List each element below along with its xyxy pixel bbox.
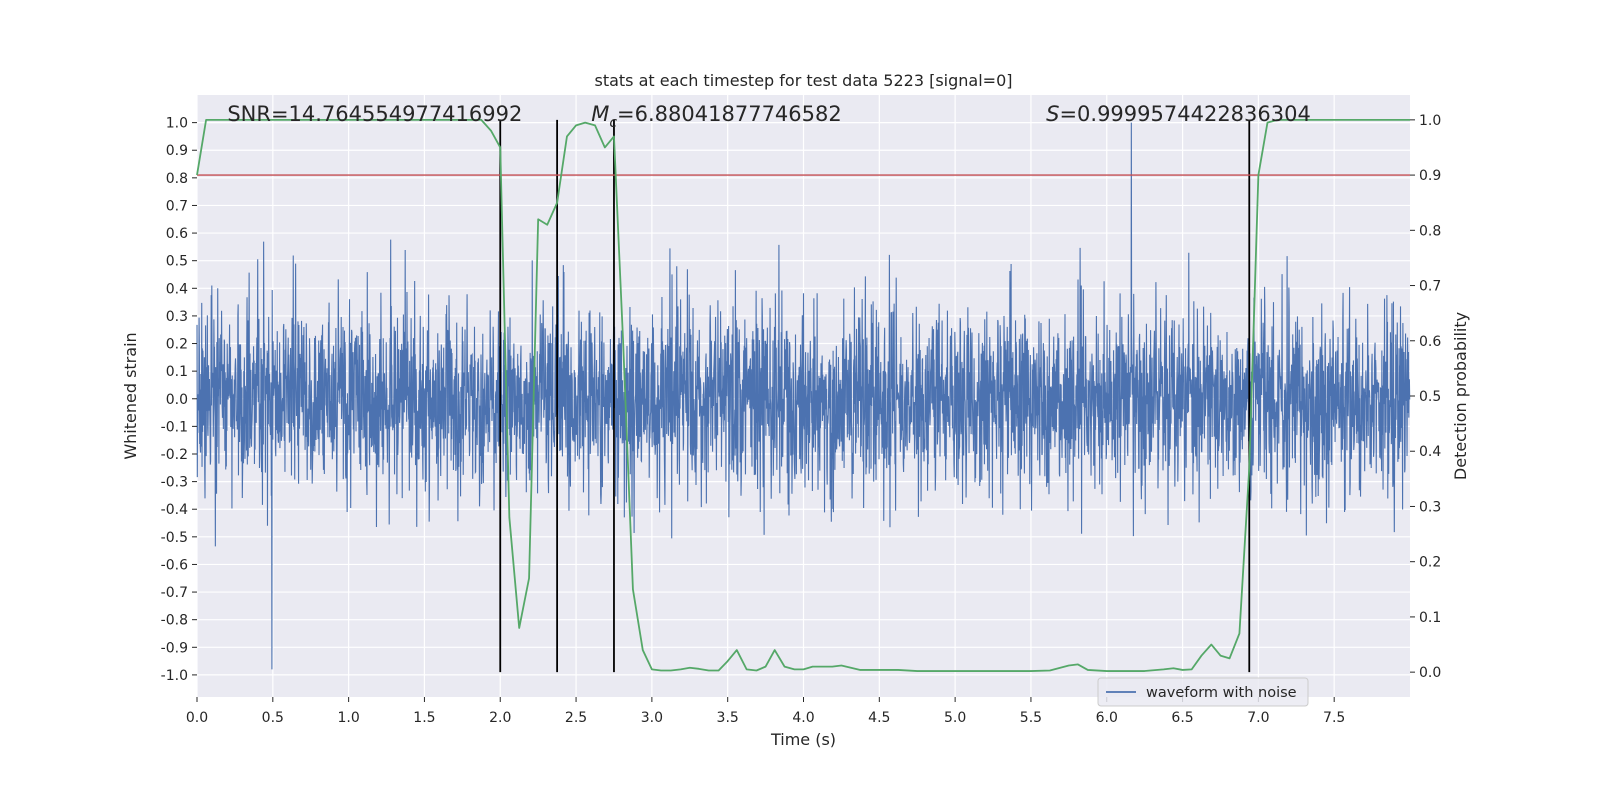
left-tick-label: -1.0 <box>161 668 188 684</box>
chirp-mass-annotation: Mc=6.88041877746582 <box>591 102 842 131</box>
right-tick-label: 0.9 <box>1419 168 1441 184</box>
left-axis-ticks: -1.0 -0.9 -0.8 -0.7 -0.6 -0.5 -0.4 -0.3 -0.2 -0.1… <box>161 116 197 684</box>
left-tick-label: -0.9 <box>161 640 188 656</box>
right-y-axis-label: Detection probability <box>1451 312 1470 480</box>
waveform-series <box>196 122 1411 670</box>
x-tick-label: 1.0 <box>337 710 359 726</box>
legend: waveform with noise <box>1097 677 1309 707</box>
score-annotation: S=0.9999574422836304 <box>1046 102 1311 126</box>
legend-label-waveform: waveform with noise <box>1146 685 1297 701</box>
chart-title: stats at each timestep for test data 522… <box>594 71 1012 90</box>
right-tick-label: 0.2 <box>1419 555 1441 571</box>
x-tick-label: 4.5 <box>868 710 890 726</box>
right-tick-label: 0.8 <box>1419 223 1441 239</box>
left-y-axis-label: Whitened strain <box>121 332 140 459</box>
left-tick-label: -0.4 <box>161 502 188 518</box>
left-tick-label: 1.0 <box>166 116 188 132</box>
x-axis-ticks: 0.0 0.5 1.0 1.5 2.0 2.5 3.0 3.5 4.0 4.5 5.0 5.5 6.0 6… <box>186 697 1345 726</box>
left-tick-label: -0.1 <box>161 419 188 435</box>
right-tick-label: 1.0 <box>1419 113 1441 129</box>
left-tick-label: 0.9 <box>166 143 188 159</box>
left-tick-label: 0.3 <box>166 309 188 325</box>
left-tick-label: 0.2 <box>166 337 188 353</box>
left-tick-label: -0.6 <box>161 557 188 573</box>
left-tick-label: -0.8 <box>161 613 188 629</box>
probability-line <box>196 118 1410 672</box>
x-tick-label: 4.0 <box>792 710 814 726</box>
left-tick-label: 0.1 <box>166 364 188 380</box>
left-tick-label: 0.4 <box>166 281 188 297</box>
x-tick-label: 6.5 <box>1171 710 1193 726</box>
right-tick-label: 0.5 <box>1419 389 1441 405</box>
x-tick-label: 7.5 <box>1323 710 1345 726</box>
right-tick-label: 0.4 <box>1419 444 1441 460</box>
x-tick-label: 2.5 <box>565 710 587 726</box>
left-tick-label: -0.2 <box>161 447 188 463</box>
x-tick-label: 3.5 <box>717 710 739 726</box>
left-tick-label: -0.5 <box>161 530 188 546</box>
left-tick-label: 0.5 <box>166 254 188 270</box>
legend-box <box>1097 677 1309 707</box>
x-tick-label: 6.0 <box>1096 710 1118 726</box>
x-tick-label: 1.5 <box>413 710 435 726</box>
x-tick-label: 2.0 <box>489 710 511 726</box>
right-tick-label: 0.0 <box>1419 665 1441 681</box>
x-tick-label: 5.5 <box>1020 710 1042 726</box>
probability-series <box>196 118 1410 672</box>
right-tick-label: 0.7 <box>1419 279 1441 295</box>
left-tick-label: 0.0 <box>166 392 188 408</box>
right-axis-ticks: 0.0 0.1 0.2 0.3 0.4 0.5 0.6 0.7 0.8 0.9 1.0 <box>1410 113 1441 681</box>
x-tick-label: 7.0 <box>1247 710 1269 726</box>
left-tick-label: 0.6 <box>166 226 188 242</box>
left-tick-label: 0.7 <box>166 198 188 214</box>
left-tick-label: -0.7 <box>161 585 188 601</box>
right-tick-label: 0.3 <box>1419 499 1441 515</box>
left-tick-label: -0.3 <box>161 475 188 491</box>
x-axis-label: Time (s) <box>770 730 836 749</box>
x-tick-label: 0.0 <box>186 710 208 726</box>
snr-annotation: SNR=14.764554977416992 <box>227 102 522 126</box>
right-tick-label: 0.1 <box>1419 610 1441 626</box>
waveform-line <box>196 122 1411 670</box>
x-tick-label: 0.5 <box>262 710 284 726</box>
left-tick-label: 0.8 <box>166 171 188 187</box>
right-tick-label: 0.6 <box>1419 334 1441 350</box>
vertical-markers <box>499 119 1251 673</box>
x-tick-label: 3.0 <box>641 710 663 726</box>
x-tick-label: 5.0 <box>944 710 966 726</box>
